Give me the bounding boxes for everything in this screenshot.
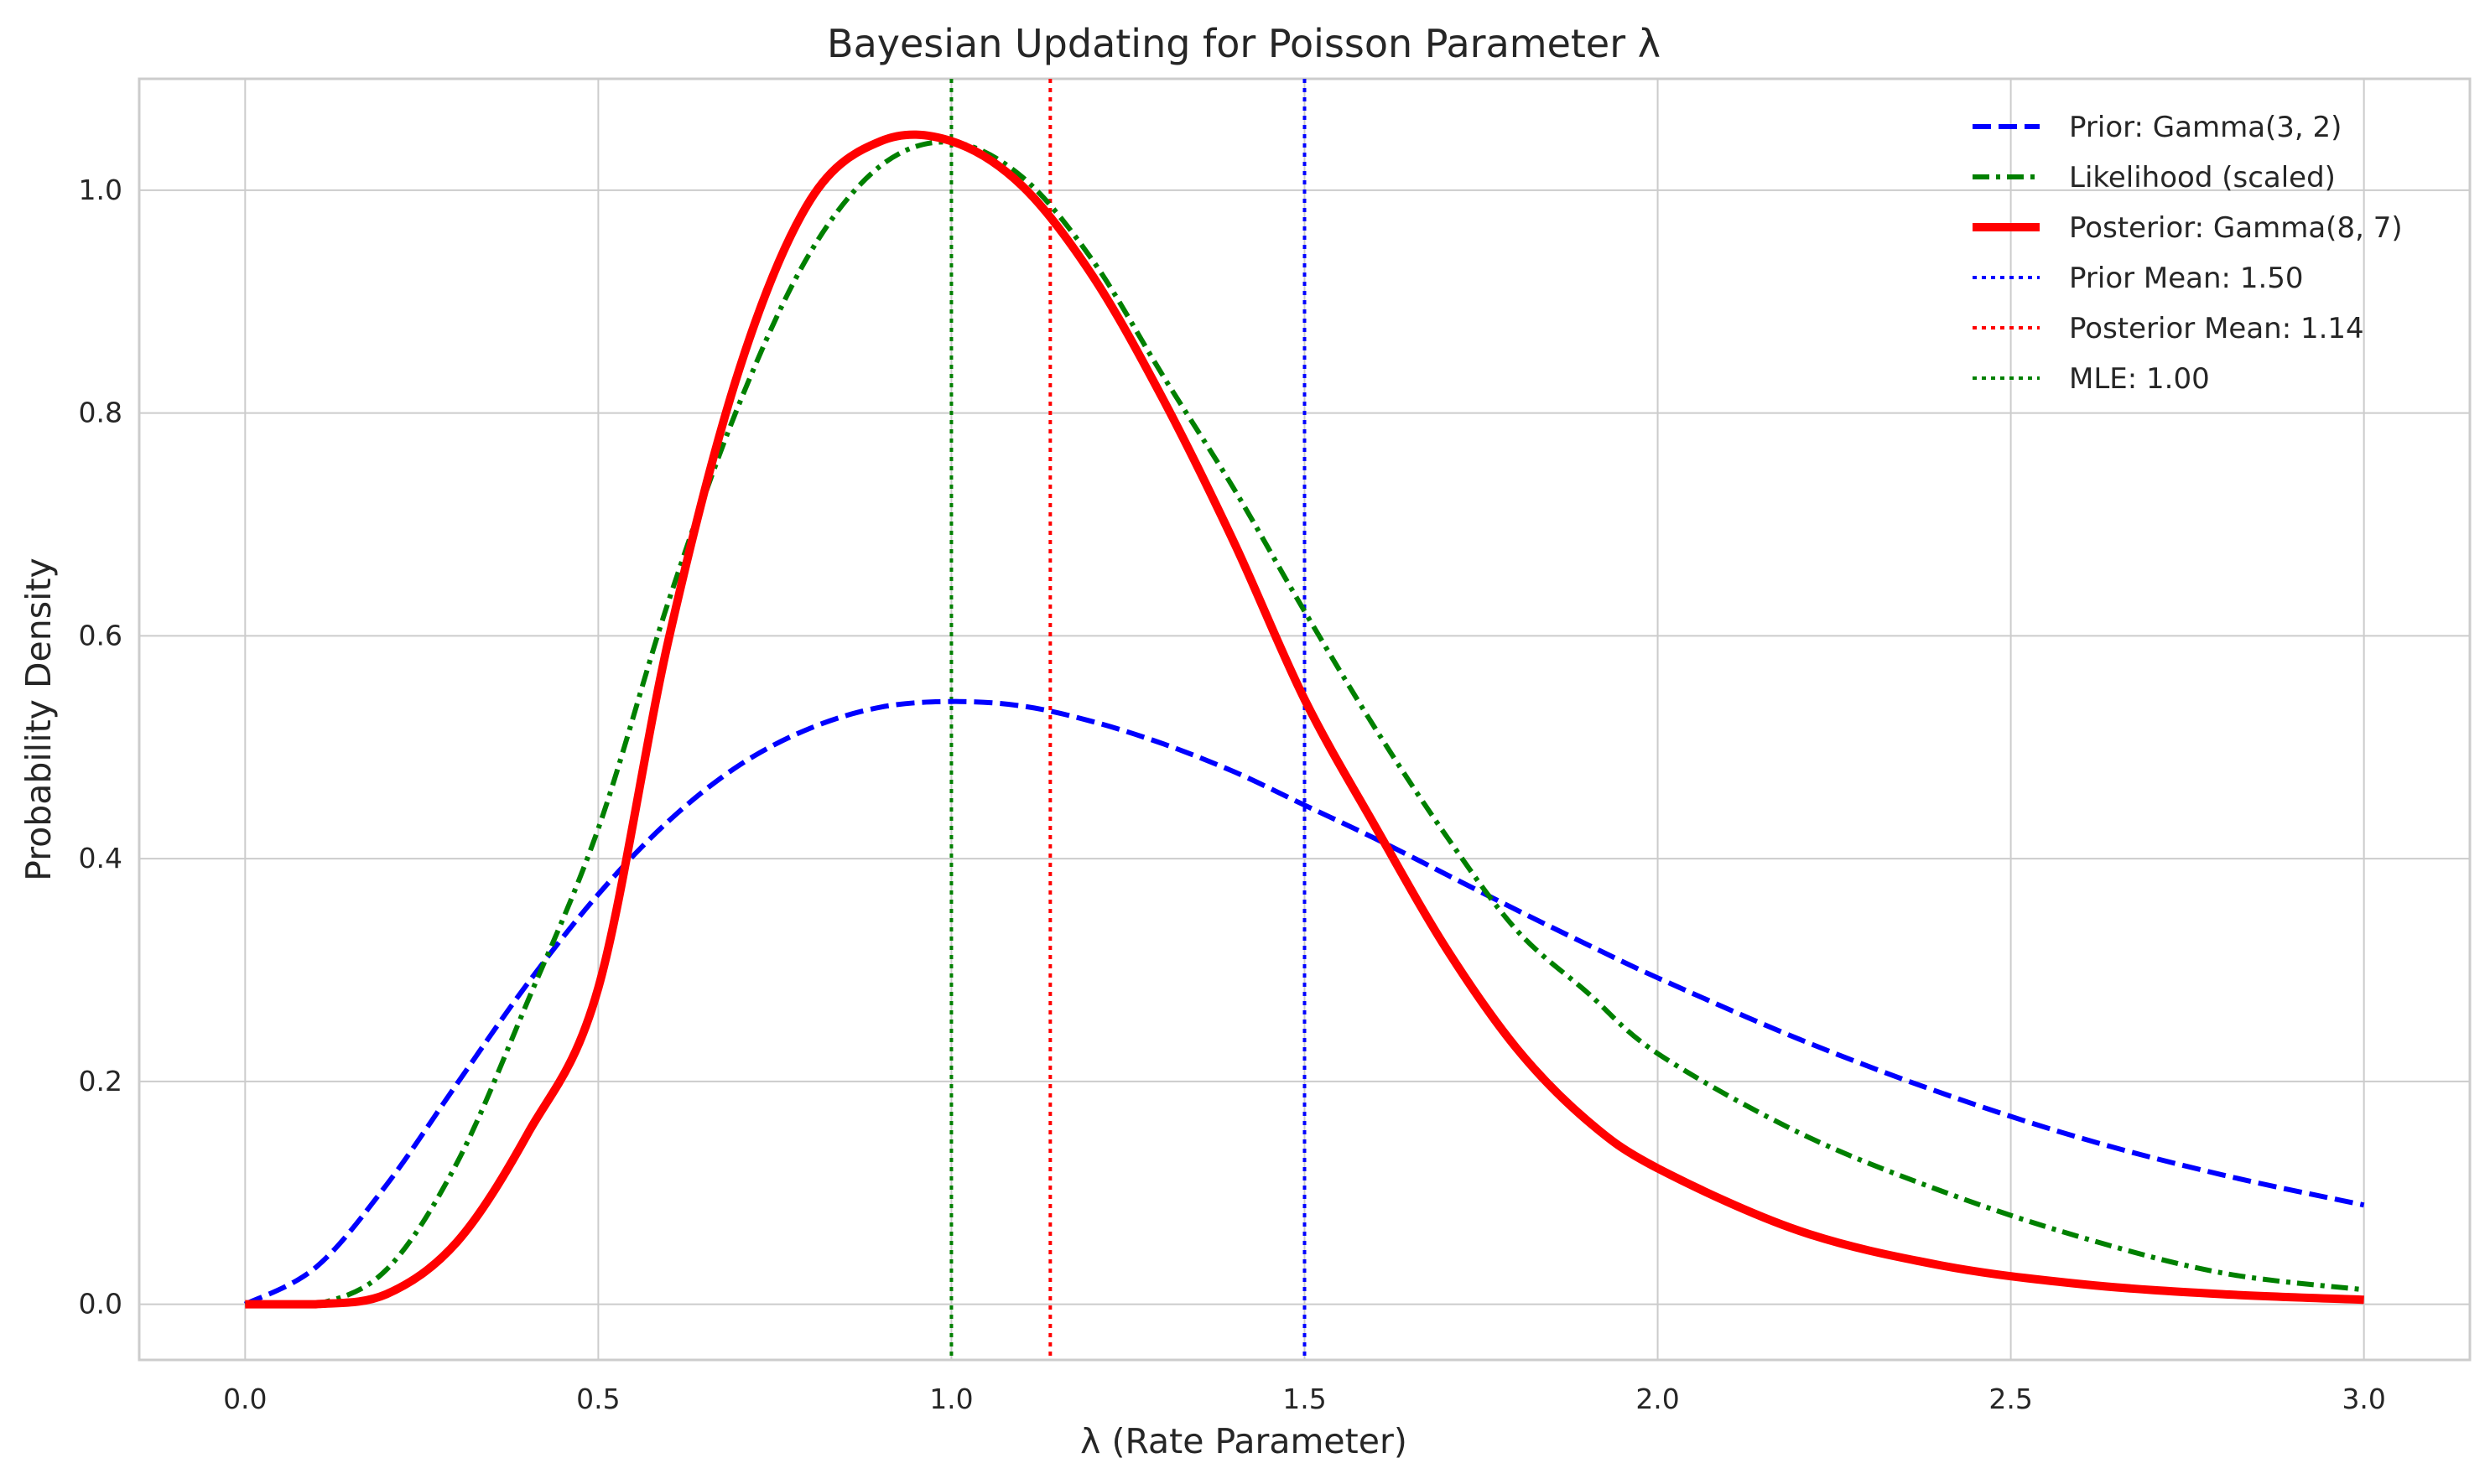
x-tick-label: 1.0 [929,1383,973,1415]
grid [139,79,2470,1360]
legend-label: MLE: 1.00 [2069,362,2210,396]
y-tick-label: 1.0 [79,174,122,206]
y-axis-ticks: 0.0 0.2 0.4 0.6 0.8 1.0 [79,174,122,1321]
x-tick-label: 2.5 [1988,1383,2032,1415]
x-tick-label: 0.0 [223,1383,267,1415]
legend-label: Posterior Mean: 1.14 [2069,312,2364,345]
x-tick-label: 2.0 [1635,1383,1679,1415]
chart-title: Bayesian Updating for Poisson Parameter … [827,21,1661,66]
legend-label: Likelihood (scaled) [2069,161,2336,195]
legend: Prior: Gamma(3, 2) Likelihood (scaled) Pos… [1973,111,2403,396]
plot-area [138,77,2472,1362]
legend-label: Prior: Gamma(3, 2) [2069,111,2342,144]
x-tick-label: 3.0 [2342,1383,2385,1415]
series-line [245,139,2365,1307]
y-tick-label: 0.2 [79,1065,122,1097]
y-tick-label: 0.0 [79,1288,122,1321]
y-tick-label: 0.6 [79,619,122,651]
y-tick-label: 0.8 [79,397,122,429]
y-axis-label: Probability Density [18,558,59,881]
x-axis-label: λ (Rate Parameter) [1080,1421,1407,1461]
x-axis-ticks: 0.0 0.5 1.0 1.5 2.0 2.5 3.0 [223,1383,2386,1415]
x-tick-label: 0.5 [576,1383,620,1415]
legend-label: Posterior: Gamma(8, 7) [2069,211,2403,245]
reference-lines [949,79,1307,1360]
series-line [245,130,2364,1309]
series-lines [243,130,2365,1309]
y-tick-label: 0.4 [79,842,122,874]
legend-label: Prior Mean: 1.50 [2069,262,2304,295]
series-line [243,698,2365,1307]
x-tick-label: 1.5 [1282,1383,1326,1415]
